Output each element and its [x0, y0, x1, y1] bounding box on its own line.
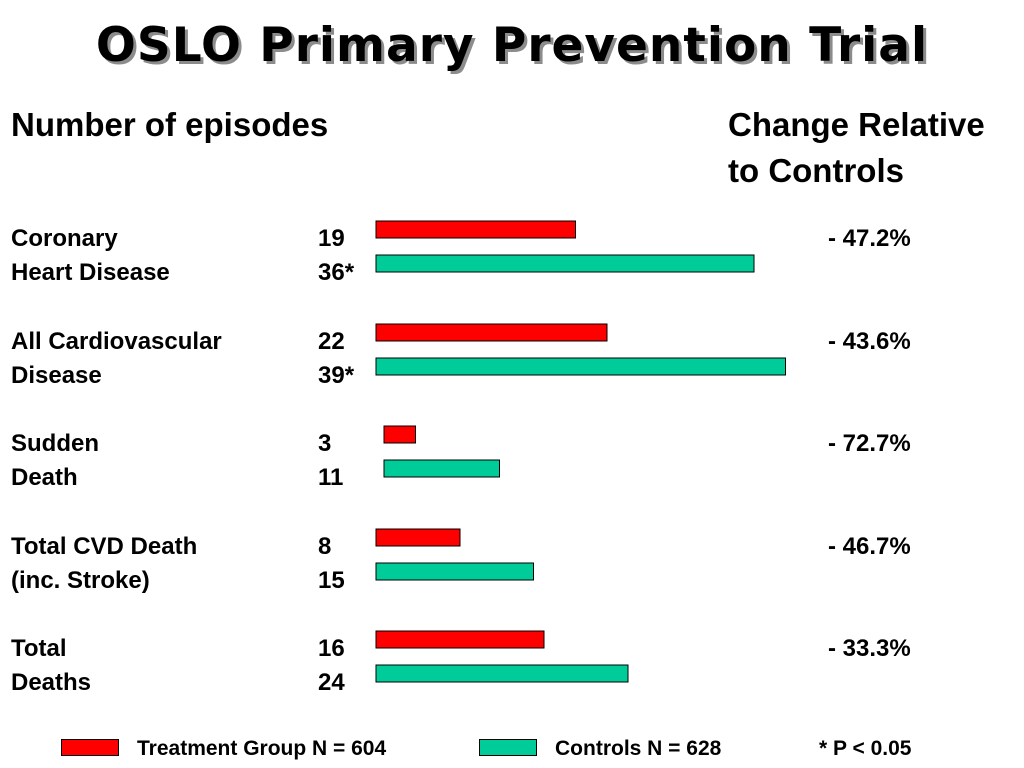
controls-bar [383, 459, 500, 478]
category-label-line2: Disease [11, 362, 102, 389]
change-percent-label: - 46.7% [828, 533, 911, 560]
legend-treatment-label: Treatment Group N = 604 [137, 737, 387, 760]
controls-value-label: 11 [318, 464, 344, 491]
controls-bar [375, 664, 629, 683]
page-title: OSLO Primary Prevention Trial [95, 18, 929, 73]
treatment-bar [375, 630, 545, 649]
treatment-value-label: 16 [318, 635, 345, 662]
change-percent-label: - 43.6% [828, 328, 911, 355]
treatment-bar [383, 425, 416, 444]
change-percent-label: - 33.3% [828, 635, 911, 662]
legend-controls-label: Controls N = 628 [555, 737, 722, 760]
category-label-line1: All Cardiovascular [11, 328, 222, 355]
episodes-header: Number of episodes [11, 106, 329, 143]
controls-value-label: 36* [318, 259, 355, 286]
change-header: Change Relative to Controls [728, 106, 985, 189]
controls-value-label: 24 [318, 669, 345, 696]
treatment-value-label: 22 [318, 328, 345, 355]
controls-bar [375, 357, 786, 376]
category-label-line1: Total [11, 635, 67, 662]
treatment-bar [375, 220, 576, 239]
change-percent-label: - 47.2% [828, 225, 911, 252]
treatment-value-label: 8 [318, 533, 332, 560]
treatment-bar [375, 323, 608, 342]
controls-bar [375, 562, 534, 581]
category-label-line2: Death [11, 464, 78, 491]
controls-bar [375, 254, 755, 273]
treatment-value-label: 19 [318, 225, 345, 252]
legend-treatment-swatch [61, 739, 119, 756]
significance-footnote: * P < 0.05 [819, 737, 912, 760]
category-label-line2: (inc. Stroke) [11, 567, 150, 594]
category-label-line1: Sudden [11, 430, 99, 457]
change-percent-label: - 72.7% [828, 430, 911, 457]
controls-value-label: 39* [318, 362, 355, 389]
category-label-line1: Total CVD Death [11, 533, 198, 560]
category-label-line1: Coronary [11, 225, 118, 252]
controls-value-label: 15 [318, 567, 345, 594]
legend-controls-swatch [479, 739, 537, 756]
category-label-line2: Heart Disease [11, 259, 170, 286]
treatment-bar [375, 528, 461, 547]
category-label-line2: Deaths [11, 669, 92, 696]
treatment-value-label: 3 [318, 430, 332, 457]
